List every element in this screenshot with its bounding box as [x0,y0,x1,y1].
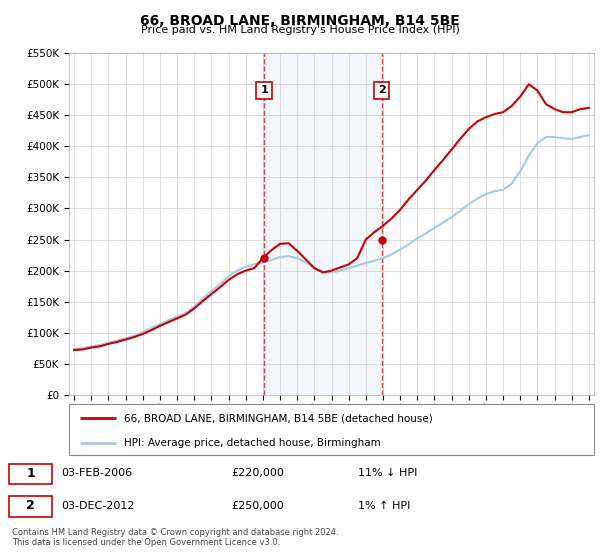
Text: 11% ↓ HPI: 11% ↓ HPI [358,468,417,478]
Text: Price paid vs. HM Land Registry's House Price Index (HPI): Price paid vs. HM Land Registry's House … [140,25,460,35]
Text: Contains HM Land Registry data © Crown copyright and database right 2024.: Contains HM Land Registry data © Crown c… [12,528,338,536]
Text: £220,000: £220,000 [231,468,284,478]
Text: 1: 1 [260,86,268,95]
Text: 66, BROAD LANE, BIRMINGHAM, B14 5BE: 66, BROAD LANE, BIRMINGHAM, B14 5BE [140,14,460,28]
FancyBboxPatch shape [9,464,52,484]
Bar [264,53,382,395]
Text: 1: 1 [26,467,35,480]
FancyBboxPatch shape [9,496,52,516]
Text: 66, BROAD LANE, BIRMINGHAM, B14 5BE (detached house): 66, BROAD LANE, BIRMINGHAM, B14 5BE (det… [124,413,433,423]
Text: £250,000: £250,000 [231,501,284,511]
Text: This data is licensed under the Open Government Licence v3.0.: This data is licensed under the Open Gov… [12,538,280,547]
FancyBboxPatch shape [69,404,594,455]
Text: 03-DEC-2012: 03-DEC-2012 [61,501,134,511]
Text: 2: 2 [26,499,35,512]
Text: 2: 2 [378,86,385,95]
Text: HPI: Average price, detached house, Birmingham: HPI: Average price, detached house, Birm… [124,438,381,448]
Text: 1% ↑ HPI: 1% ↑ HPI [358,501,410,511]
Text: 03-FEB-2006: 03-FEB-2006 [61,468,132,478]
